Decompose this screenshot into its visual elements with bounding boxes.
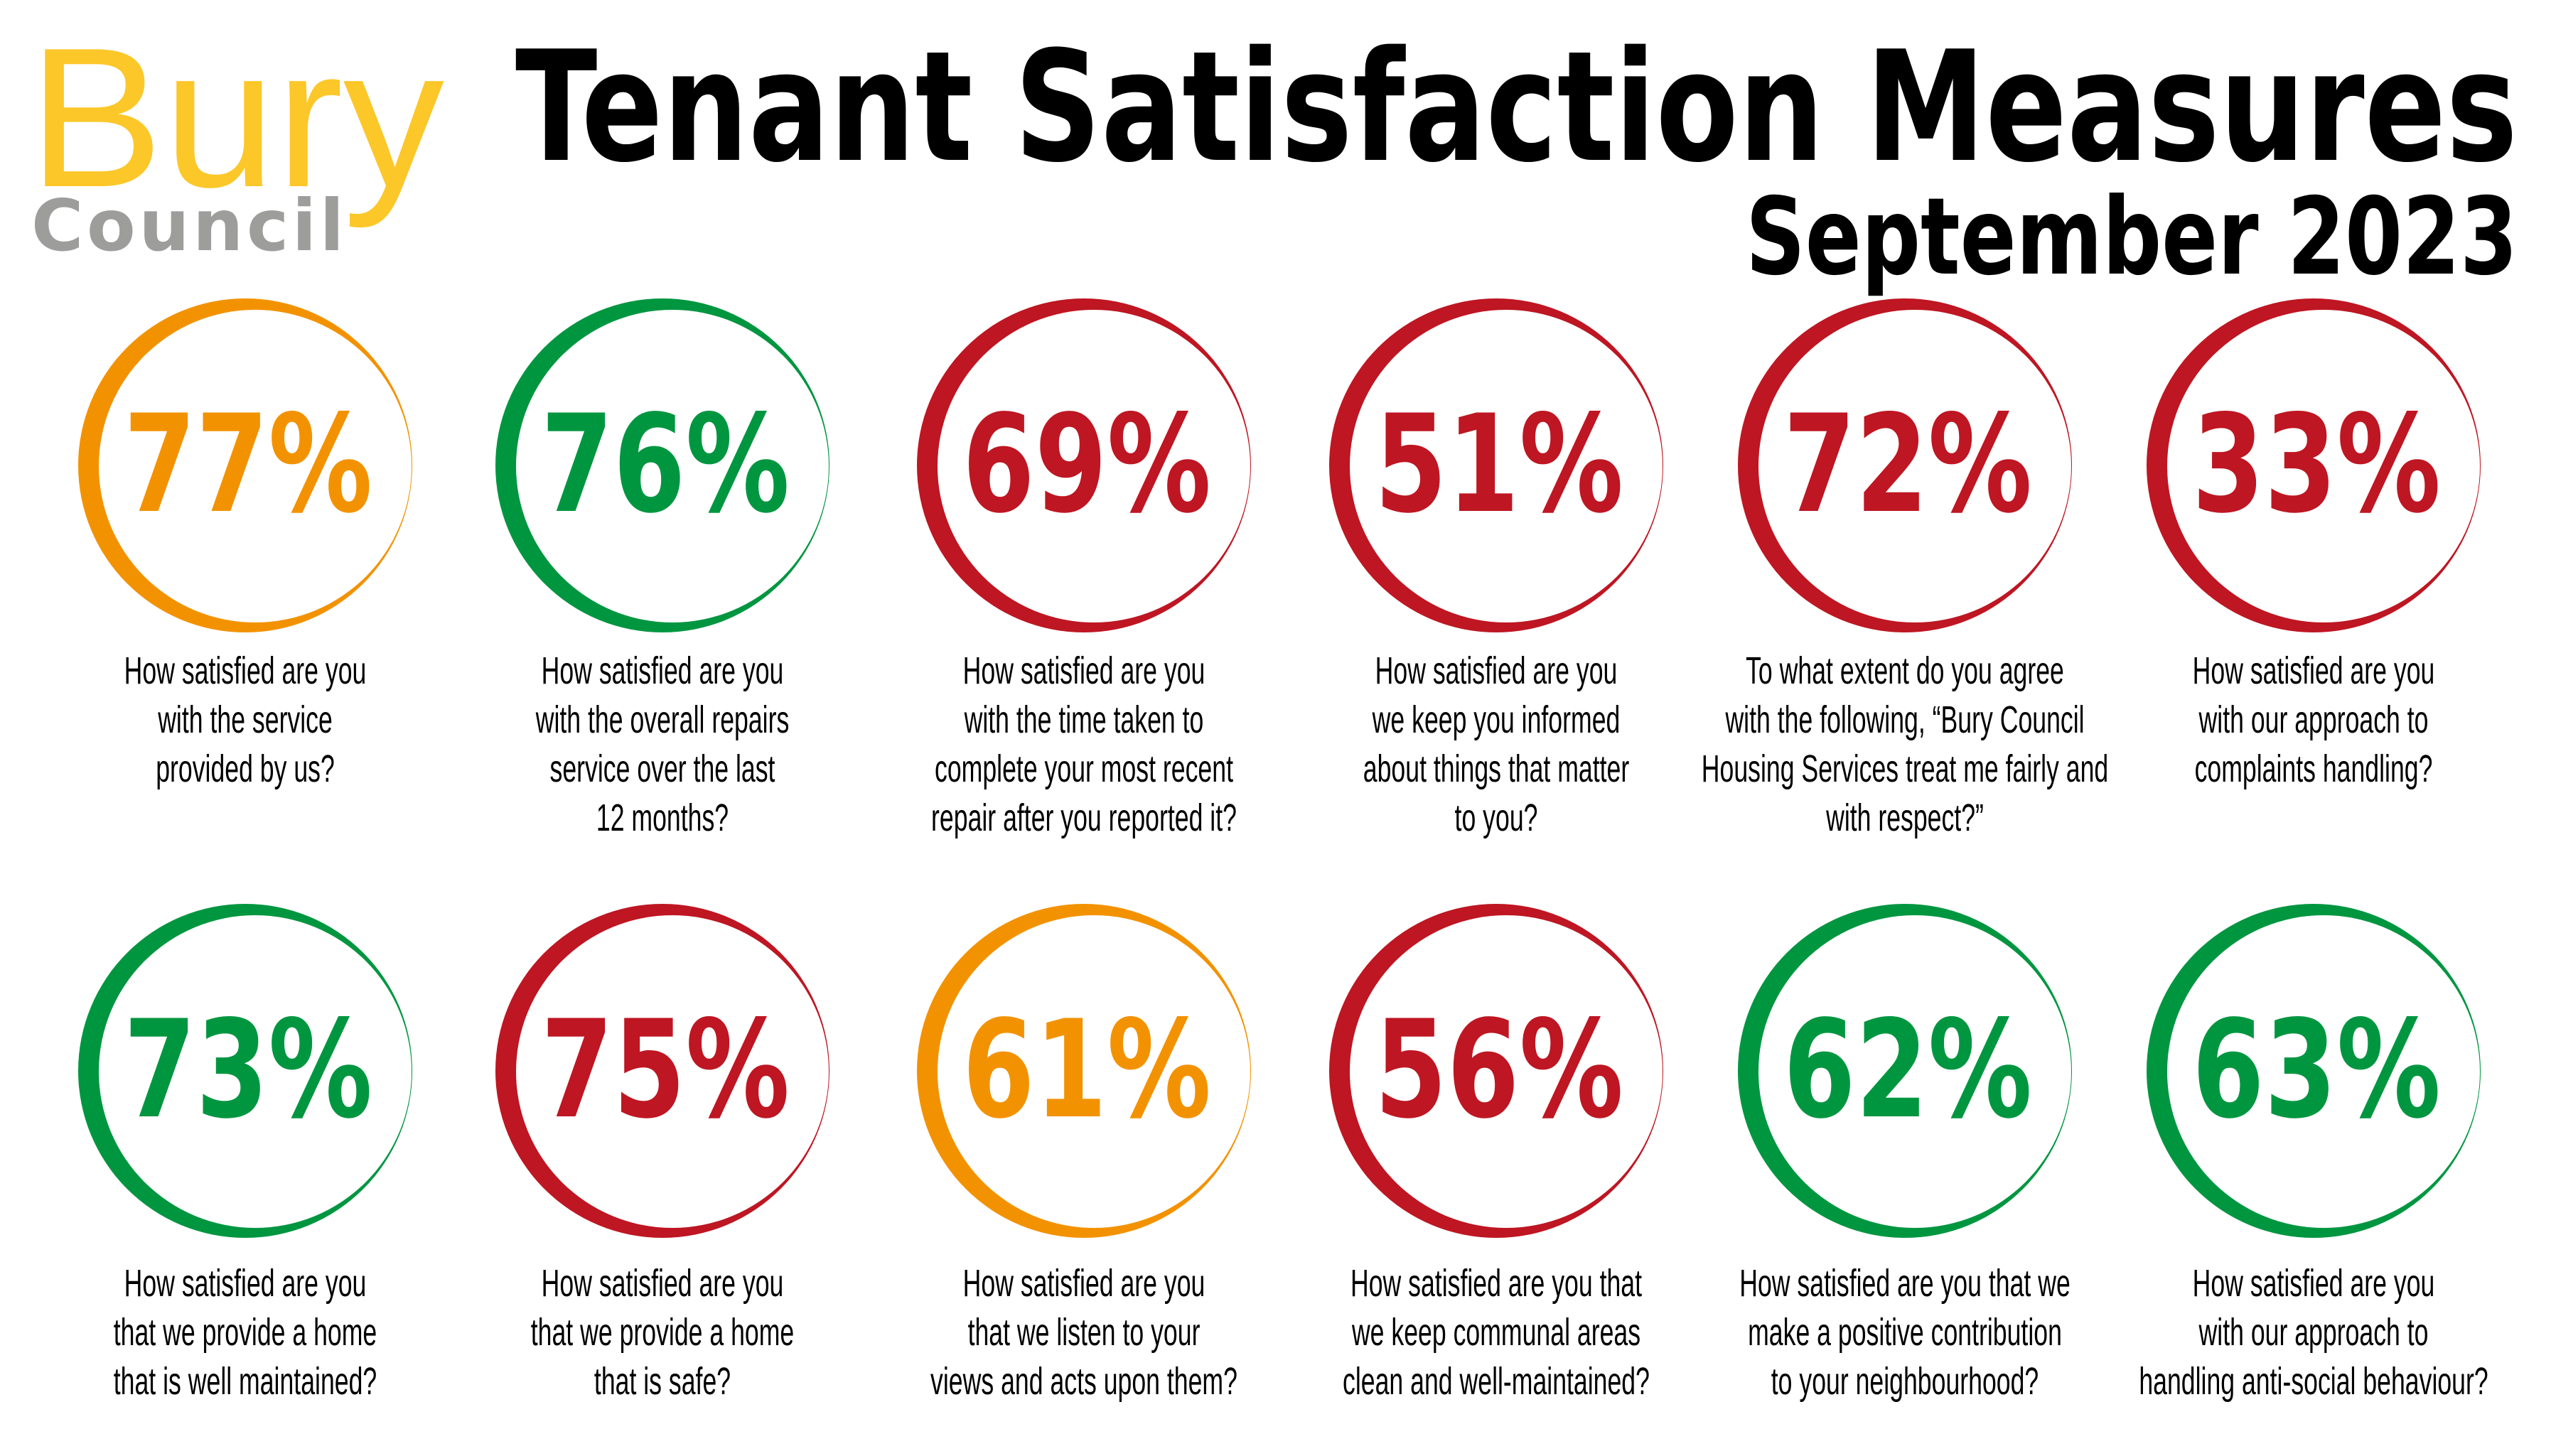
- measure-percentage: 77%: [124, 386, 372, 543]
- measure-percentage: 33%: [2192, 386, 2441, 543]
- question-line: repair after you reported it?: [931, 797, 1237, 839]
- measure-percentage: 76%: [541, 386, 790, 543]
- measure-question: How satisfied are you that we listen to y…: [930, 1262, 1237, 1403]
- measure-card: 61% How satisfied are you that we listen t…: [917, 904, 1251, 1403]
- question-line: How satisfied are you: [542, 1262, 784, 1305]
- question-line: How satisfied are you that: [1350, 1262, 1642, 1305]
- question-line: that we listen to your: [968, 1311, 1201, 1354]
- measure-card: 76% How satisfied are you with the overall…: [495, 298, 829, 839]
- measure-question: How satisfied are you that we provide a h…: [531, 1262, 794, 1403]
- ring-inner: [516, 915, 829, 1228]
- question-line: views and acts upon them?: [930, 1360, 1237, 1403]
- measure-percentage: 56%: [1375, 991, 1623, 1148]
- question-line: with our approach to: [2198, 699, 2429, 741]
- question-line: complete your most recent: [935, 748, 1233, 790]
- measure-card: 56% How satisfied are you that we keep com…: [1329, 904, 1663, 1403]
- question-line: How satisfied are you: [963, 649, 1205, 692]
- measure-question: How satisfied are you that we make a posi…: [1739, 1262, 2071, 1403]
- measure-question: How satisfied are you that we keep commun…: [1343, 1262, 1650, 1403]
- question-line: provided by us?: [156, 748, 335, 790]
- logo-council: Council: [31, 184, 344, 267]
- question-line: with the overall repairs: [535, 699, 789, 741]
- measure-card: 63% How satisfied are you with our approac…: [2139, 904, 2488, 1403]
- measure-question: How satisfied are you with the time taken…: [931, 649, 1237, 839]
- measure-card: 72% To what extent do you agree with the f…: [1702, 298, 2108, 839]
- ring-inner: [938, 915, 1250, 1228]
- question-line: To what extent do you agree: [1746, 649, 2064, 692]
- question-line: with the time taken to: [964, 699, 1204, 741]
- measure-question: How satisfied are you with our approach t…: [2139, 1262, 2488, 1403]
- measure-question: How satisfied are you with our approach t…: [2193, 649, 2435, 790]
- question-line: with our approach to: [2198, 1311, 2429, 1354]
- question-line: about things that matter: [1363, 748, 1629, 790]
- question-line: we keep you informed: [1372, 699, 1620, 741]
- question-line: service over the last: [550, 748, 775, 790]
- question-line: How satisfied are you: [542, 649, 784, 692]
- question-line: with respect?”: [1825, 797, 1984, 839]
- measure-question: How satisfied are you that we provide a h…: [114, 1262, 377, 1403]
- question-line: How satisfied are you: [2193, 649, 2435, 692]
- question-line: with the following, “Bury Council: [1725, 699, 2085, 741]
- measure-card: 73% How satisfied are you that we provide …: [78, 904, 412, 1403]
- page-subtitle: September 2023: [1746, 176, 2518, 299]
- measure-card: 75% How satisfied are you that we provide …: [495, 904, 829, 1403]
- ring-inner: [99, 310, 412, 622]
- measure-percentage: 73%: [124, 991, 372, 1148]
- question-line: clean and well-maintained?: [1343, 1360, 1650, 1403]
- question-line: How satisfied are you: [963, 1262, 1205, 1305]
- measures-grid: 77% How satisfied are you with the service…: [78, 298, 2488, 1403]
- question-line: How satisfied are you that we: [1739, 1262, 2071, 1305]
- question-line: that is well maintained?: [114, 1360, 377, 1403]
- measure-percentage: 75%: [541, 991, 790, 1148]
- measure-card: 33% How satisfied are you with our approac…: [2147, 298, 2481, 790]
- measure-card: 51% How satisfied are you we keep you info…: [1329, 298, 1663, 839]
- ring-inner: [516, 310, 829, 622]
- measure-question: How satisfied are you with the overall re…: [535, 649, 789, 839]
- logo-bury: Bury: [28, 7, 444, 230]
- ring-inner: [2167, 915, 2480, 1228]
- measure-question: To what extent do you agree with the foll…: [1702, 649, 2108, 839]
- measure-percentage: 72%: [1783, 386, 2032, 543]
- question-line: make a positive contribution: [1748, 1311, 2062, 1354]
- ring-inner: [1758, 915, 2071, 1228]
- question-line: How satisfied are you: [124, 1262, 367, 1305]
- question-line: with the service: [157, 699, 332, 741]
- question-line: we keep communal areas: [1351, 1311, 1640, 1354]
- question-line: How satisfied are you: [1375, 649, 1618, 692]
- page-title: Tenant Satisfaction Measures: [515, 18, 2518, 196]
- question-line: that is safe?: [594, 1360, 731, 1403]
- measure-percentage: 69%: [962, 386, 1211, 543]
- question-line: that we provide a home: [114, 1311, 377, 1354]
- measure-card: 62% How satisfied are you that we make a p…: [1738, 904, 2072, 1403]
- measure-card: 77% How satisfied are you with the service…: [78, 298, 412, 790]
- question-line: to you?: [1455, 797, 1538, 839]
- measure-question: How satisfied are you with the service pro…: [124, 649, 367, 790]
- ring-inner: [2167, 310, 2480, 622]
- question-line: How satisfied are you: [124, 649, 367, 692]
- question-line: complaints handling?: [2195, 748, 2433, 790]
- measure-card: 69% How satisfied are you with the time ta…: [917, 298, 1251, 839]
- bury-council-logo: Bury Council: [28, 7, 444, 267]
- ring-inner: [938, 310, 1250, 622]
- measure-percentage: 61%: [962, 991, 1211, 1148]
- measure-percentage: 51%: [1375, 386, 1623, 543]
- question-line: How satisfied are you: [2193, 1262, 2435, 1305]
- ring-inner: [1350, 310, 1663, 622]
- ring-inner: [1758, 310, 2071, 622]
- measure-question: How satisfied are you we keep you informe…: [1363, 649, 1629, 839]
- ring-inner: [99, 915, 412, 1228]
- question-line: to your neighbourhood?: [1771, 1360, 2039, 1403]
- question-line: handling anti-social behaviour?: [2139, 1360, 2488, 1403]
- ring-inner: [1350, 915, 1663, 1228]
- measure-percentage: 63%: [2192, 991, 2441, 1148]
- question-line: that we provide a home: [531, 1311, 794, 1354]
- measure-percentage: 62%: [1783, 991, 2032, 1148]
- question-line: Housing Services treat me fairly and: [1702, 748, 2108, 790]
- question-line: 12 months?: [596, 797, 729, 839]
